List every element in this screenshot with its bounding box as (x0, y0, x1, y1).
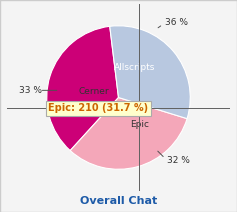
Text: Epic: Epic (131, 120, 150, 129)
Wedge shape (47, 26, 118, 151)
Text: Epic: 210 (31.7 %): Epic: 210 (31.7 %) (48, 103, 148, 113)
Text: Cerner: Cerner (78, 87, 109, 96)
Text: Allscripts: Allscripts (114, 63, 155, 72)
Wedge shape (70, 98, 187, 169)
Text: Overall Chat: Overall Chat (80, 196, 157, 206)
Text: 36 %: 36 % (165, 18, 188, 27)
Text: 32 %: 32 % (167, 156, 190, 165)
Wedge shape (110, 26, 190, 119)
Text: 33 %: 33 % (19, 86, 42, 95)
